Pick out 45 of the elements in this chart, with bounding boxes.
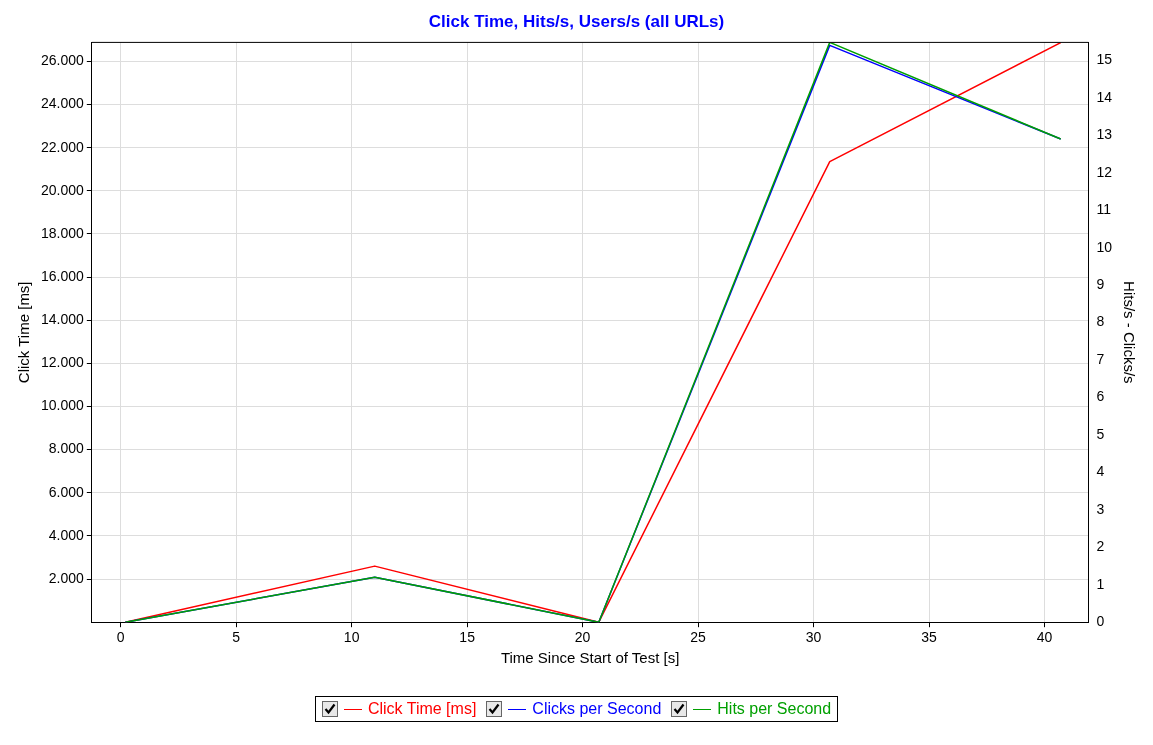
y-tick-label: 24.000 xyxy=(40,95,85,112)
x-tick-label: 5 xyxy=(232,629,241,646)
y2-tick-label: 11 xyxy=(1096,201,1112,218)
y2-tick-label: 5 xyxy=(1096,425,1105,442)
y2-tick-label: 3 xyxy=(1096,500,1105,517)
y2-tick-label: 4 xyxy=(1096,463,1105,480)
y2-tick-label: 8 xyxy=(1096,313,1105,330)
y-tick-label: 18.000 xyxy=(40,224,85,241)
y2-tick-label: 6 xyxy=(1096,388,1105,405)
legend-label: Clicks per Second xyxy=(532,700,662,718)
x-tick-label: 10 xyxy=(343,629,360,646)
x-tick-label: 40 xyxy=(1036,629,1053,646)
y2-tick-label: 12 xyxy=(1096,163,1113,180)
x-axis-title: Time Since Start of Test [s] xyxy=(500,649,680,667)
x-tick-label: 15 xyxy=(459,629,476,646)
y-tick-label: 12.000 xyxy=(40,354,85,371)
y-tick-label: 20.000 xyxy=(40,181,85,198)
x-tick-label: 25 xyxy=(690,629,707,646)
y2-tick-label: 2 xyxy=(1096,538,1105,555)
y-tick-label: 22.000 xyxy=(40,138,85,155)
chart-title: Click Time, Hits/s, Users/s (all URLs) xyxy=(428,11,725,31)
y2-tick-label: 9 xyxy=(1096,275,1105,292)
y-tick-label: 4.000 xyxy=(48,526,85,543)
y2-tick-label: 14 xyxy=(1096,88,1113,105)
y-tick-label: 8.000 xyxy=(48,440,85,457)
y2-tick-label: 10 xyxy=(1096,238,1113,255)
legend-label: Hits per Second xyxy=(717,700,832,718)
y2-tick-label: 15 xyxy=(1096,51,1113,68)
x-tick-label: 35 xyxy=(921,629,938,646)
y-tick-label: 16.000 xyxy=(40,267,85,284)
y-tick-label: 10.000 xyxy=(40,397,85,414)
x-tick-label: 20 xyxy=(574,629,591,646)
y2-tick-label: 13 xyxy=(1096,126,1113,143)
y2-tick-label: 7 xyxy=(1096,350,1105,367)
y2-tick-label: 1 xyxy=(1096,575,1105,592)
y-axis-title: Click Time [ms] xyxy=(15,281,33,384)
y-tick-label: 14.000 xyxy=(40,311,85,328)
x-tick-label: 30 xyxy=(805,629,822,646)
y2-tick-label: 0 xyxy=(1096,613,1105,630)
y-tick-label: 26.000 xyxy=(40,52,85,69)
y-tick-label: 2.000 xyxy=(48,569,85,586)
y2-axis-title: Hits/s - Clicks/s xyxy=(1120,281,1138,384)
y-tick-label: 6.000 xyxy=(48,483,85,500)
legend-label: Click Time [ms] xyxy=(367,700,477,718)
x-tick-label: 0 xyxy=(116,629,125,646)
